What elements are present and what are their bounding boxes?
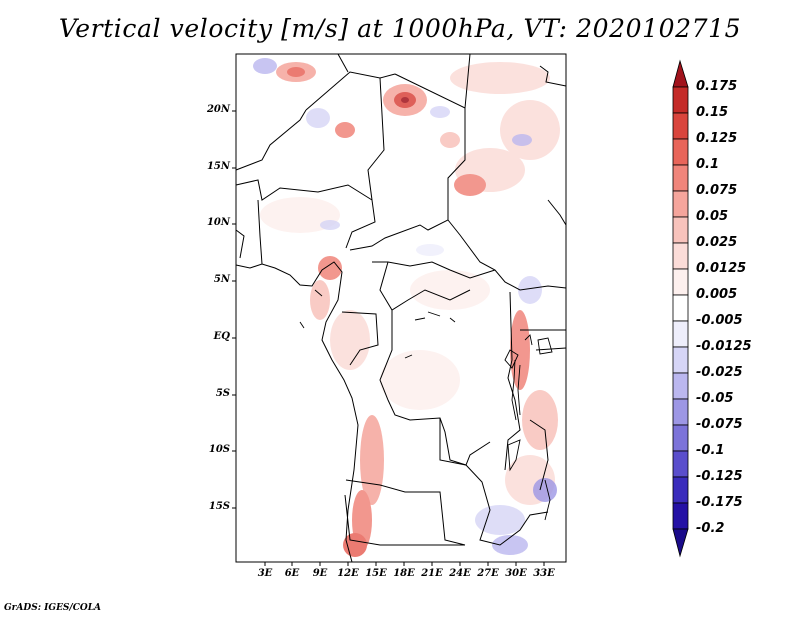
lon-label: 15E: [365, 568, 387, 579]
lon-label: 24E: [449, 568, 471, 579]
colorbar-label: 0.025: [696, 235, 738, 250]
colorbar-bottom-arrow: [672, 528, 689, 558]
colorbar-top-arrow: [672, 59, 689, 88]
map-plot: [235, 53, 567, 563]
lat-label: 15N: [206, 161, 230, 172]
lon-label: 9E: [312, 568, 328, 579]
lat-label: 20N: [206, 104, 230, 115]
colorbar-label: -0.1: [696, 443, 725, 458]
lat-label: EQ: [213, 331, 230, 342]
colorbar-label: 0.125: [696, 131, 738, 146]
grads-credit: GrADS: IGES/COLA: [4, 603, 102, 613]
colorbar-segment: [672, 450, 689, 478]
lon-label: 33E: [533, 568, 555, 579]
colorbar-segment: [672, 502, 689, 530]
colorbar-label: -0.125: [696, 469, 743, 484]
lon-label: 27E: [477, 568, 499, 579]
colorbar-label: 0.05: [696, 209, 729, 224]
lon-label: 6E: [284, 568, 300, 579]
lat-label: 5N: [213, 274, 230, 285]
colorbar-label: 0.075: [696, 183, 738, 198]
colorbar-segment: [672, 424, 689, 452]
colorbar-segment: [672, 346, 689, 374]
lon-label: 12E: [337, 568, 359, 579]
colorbar-segment: [672, 242, 689, 270]
colorbar-label: -0.005: [696, 313, 743, 328]
map-borders: [235, 53, 567, 563]
lat-label: 10S: [208, 444, 230, 455]
colorbar-label: -0.0125: [696, 339, 752, 354]
colorbar-segment: [672, 398, 689, 426]
map-title: Vertical velocity [m/s] at 1000hPa, VT: …: [58, 14, 742, 43]
colorbar-label: -0.025: [696, 365, 743, 380]
lon-label: 18E: [393, 568, 415, 579]
colorbar-label: -0.075: [696, 417, 743, 432]
lon-label: 3E: [257, 568, 273, 579]
colorbar-label: 0.005: [696, 287, 738, 302]
lat-label: 5S: [215, 388, 230, 399]
colorbar-segment: [672, 138, 689, 166]
colorbar-segment: [672, 294, 689, 322]
colorbar: [672, 59, 689, 558]
colorbar-segment: [672, 112, 689, 140]
colorbar-label: -0.2: [696, 521, 725, 536]
colorbar-segment: [672, 86, 689, 114]
colorbar-segment: [672, 372, 689, 400]
map-frame: [235, 53, 567, 563]
colorbar-segment: [672, 164, 689, 192]
colorbar-label: 0.15: [696, 105, 729, 120]
lon-label: 30E: [505, 568, 527, 579]
lat-label: 10N: [206, 217, 230, 228]
colorbar-segment: [672, 268, 689, 296]
colorbar-segment: [672, 216, 689, 244]
colorbar-label: -0.175: [696, 495, 743, 510]
negative-velocity-shading: [253, 58, 557, 555]
colorbar-label: 0.1: [696, 157, 720, 172]
colorbar-label: 0.0125: [696, 261, 747, 276]
colorbar-segment: [672, 476, 689, 504]
lakes: [299, 289, 553, 521]
colorbar-segment: [672, 190, 689, 218]
lon-label: 21E: [421, 568, 443, 579]
colorbar-label: -0.05: [696, 391, 734, 406]
axis-ticks: [232, 110, 545, 566]
lat-label: 15S: [208, 501, 230, 512]
colorbar-segment: [672, 320, 689, 348]
colorbar-label: 0.175: [696, 79, 738, 94]
